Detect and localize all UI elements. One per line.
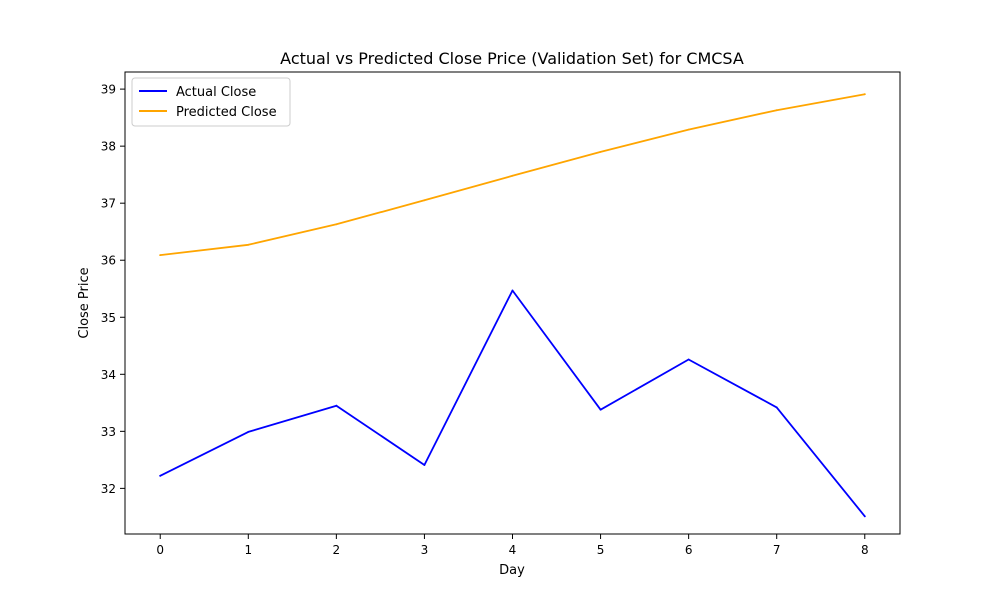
x-tick-label: 0: [156, 543, 164, 557]
legend: Actual Close Predicted Close: [131, 77, 291, 127]
data-point-actual-close: [599, 408, 602, 411]
y-axis-label: Close Price: [77, 267, 92, 338]
x-tick-label: 3: [421, 543, 429, 557]
x-tick-label: 1: [244, 543, 252, 557]
y-tick-label: 34: [101, 368, 116, 382]
data-point-predicted-close: [511, 174, 514, 177]
legend-box: [131, 77, 291, 127]
data-point-actual-close: [775, 406, 778, 409]
legend-label-actual-close: Actual Close: [176, 85, 256, 100]
x-tick-label: 5: [597, 543, 605, 557]
series-lines: [159, 93, 866, 518]
x-axis-label: Day: [499, 563, 525, 578]
x-tick-label: 7: [773, 543, 781, 557]
y-tick-label: 37: [101, 197, 116, 211]
y-tick-label: 39: [101, 83, 116, 97]
y-tick-label: 32: [101, 482, 116, 496]
data-point-predicted-close: [599, 151, 602, 153]
data-point-actual-close: [863, 515, 866, 518]
data-point-actual-close: [511, 289, 514, 292]
data-point-actual-close: [335, 404, 338, 407]
x-tick-label: 2: [333, 543, 341, 557]
data-point-predicted-close: [775, 109, 778, 112]
legend-label-predicted-close: Predicted Close: [176, 105, 277, 120]
data-point-actual-close: [247, 431, 250, 433]
x-tick-label: 6: [685, 543, 693, 557]
y-tick-label: 35: [101, 311, 116, 325]
x-axis-ticks: 0 1 2 3 4 5 6 7 8: [156, 534, 869, 557]
data-point-predicted-close: [159, 254, 162, 256]
data-point-actual-close: [423, 464, 426, 466]
x-tick-label: 8: [861, 543, 869, 557]
data-point-predicted-close: [423, 199, 426, 202]
data-point-actual-close: [159, 474, 162, 477]
data-point-predicted-close: [247, 243, 250, 246]
y-tick-label: 38: [101, 140, 116, 154]
data-point-actual-close: [687, 358, 690, 361]
data-point-predicted-close: [335, 223, 338, 226]
y-tick-label: 33: [101, 425, 116, 439]
data-point-predicted-close: [687, 128, 690, 131]
y-tick-label: 36: [101, 254, 116, 268]
x-tick-label: 4: [509, 543, 517, 557]
data-point-predicted-close: [863, 93, 866, 96]
y-axis-ticks: 32 33 34 35 36 37 38 39: [101, 83, 125, 496]
chart-title: Actual vs Predicted Close Price (Validat…: [280, 49, 744, 68]
